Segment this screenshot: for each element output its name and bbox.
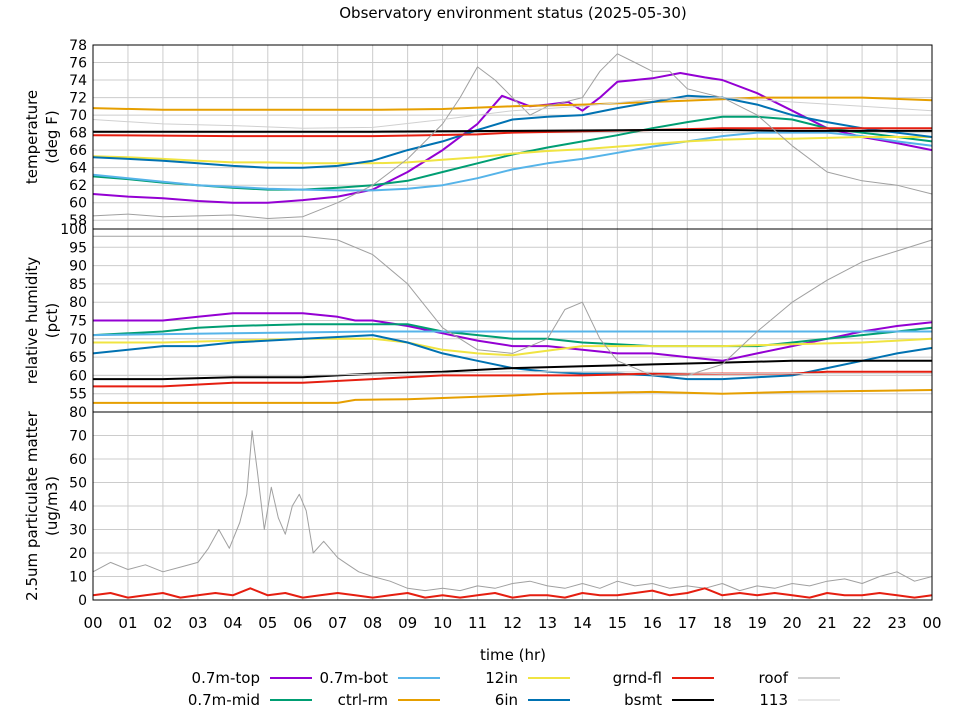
x-tick-label: 09 [398, 614, 417, 632]
y-axis-label: temperature [23, 90, 41, 184]
x-tick-label: 14 [573, 614, 592, 632]
series-bsmt-line [93, 129, 932, 133]
y-tick-label: 30 [69, 523, 87, 539]
x-tick-label: 00 [922, 614, 941, 632]
y-tick-label: 76 [69, 56, 87, 72]
y-tick-label: 74 [69, 73, 87, 89]
panel-1: 55 60 65 70 75 80 85 90 95 100 relative humidity (p… [23, 222, 933, 413]
x-tick-label: 21 [818, 614, 837, 632]
y-axis-label: 2.5um particulate matter [23, 410, 41, 600]
legend-label: 12in [485, 669, 518, 687]
y-tick-label: 65 [69, 350, 87, 366]
y-tick-label: 58 [69, 213, 87, 229]
x-tick-label: 19 [748, 614, 767, 632]
x-tick-label: 13 [538, 614, 557, 632]
y-tick-label: 80 [69, 405, 87, 421]
y-tick-label: 50 [69, 476, 87, 492]
legend-label: 113 [759, 691, 788, 709]
x-axis: 00 01 02 03 04 05 06 07 08 09 10 11 12 13 14 15 16 17 18 19… [83, 614, 941, 632]
y-tick-label: 78 [69, 38, 87, 54]
x-tick-label: 20 [783, 614, 802, 632]
legend-label: 6in [495, 691, 518, 709]
y-axis-label: relative humidity [23, 257, 41, 385]
y-tick-label: 68 [69, 126, 87, 142]
x-tick-label: 07 [328, 614, 347, 632]
x-tick-label: 18 [713, 614, 732, 632]
y-tick-label: 70 [69, 332, 87, 348]
legend-label: grnd-fl [613, 669, 662, 687]
series-0.7m-bot-line [92, 330, 932, 337]
y-tick-label: 85 [69, 277, 87, 293]
x-axis-label: time (hr) [480, 646, 546, 664]
series-roof-line [92, 53, 933, 219]
series-roof-line [93, 235, 933, 376]
x-tick-label: 08 [363, 614, 382, 632]
y-tick-label: 0 [78, 593, 87, 609]
x-tick-label: 01 [118, 614, 137, 632]
x-tick-label: 00 [83, 614, 102, 632]
legend-label: 0.7m-bot [320, 669, 389, 687]
legend: 0.7m-top 0.7m-mid 0.7m-bot ctrl-rm 12in 6in gr… [188, 669, 840, 709]
y-tick-label: 80 [69, 295, 87, 311]
series-grnd-fl-line [92, 587, 933, 599]
series-0.7m-bot-line [92, 131, 933, 192]
x-tick-label: 04 [223, 614, 242, 632]
series-ctrl-rm-line [92, 96, 933, 111]
y-tick-label: 55 [69, 387, 87, 403]
y-tick-label: 62 [69, 178, 87, 194]
panel-2: 0 10 20 30 40 50 60 70 80 2.5um particulate matte… [23, 405, 933, 609]
x-tick-label: 05 [258, 614, 277, 632]
x-tick-label: 16 [643, 614, 662, 632]
plot-frame [92, 411, 933, 601]
x-tick-label: 11 [468, 614, 487, 632]
legend-label: roof [759, 669, 789, 687]
series-roof-line [92, 430, 933, 592]
y-axis-label: (pct) [43, 303, 61, 338]
y-tick-label: 66 [69, 143, 87, 159]
legend-label: 0.7m-mid [188, 691, 260, 709]
x-tick-label: 15 [608, 614, 627, 632]
y-tick-label: 64 [69, 161, 87, 177]
y-tick-label: 70 [69, 108, 87, 124]
series-6in-line [92, 94, 933, 169]
x-tick-label: 12 [503, 614, 522, 632]
series-113-line [93, 371, 932, 376]
series-ctrl-rm-line [93, 389, 933, 404]
y-tick-label: 90 [69, 259, 87, 275]
x-tick-label: 06 [293, 614, 312, 632]
x-tick-label: 23 [887, 614, 906, 632]
y-tick-label: 72 [69, 91, 87, 107]
y-tick-label: 100 [60, 222, 87, 238]
x-tick-label: 03 [188, 614, 207, 632]
series-12in-line [92, 136, 932, 165]
y-tick-label: 95 [69, 240, 87, 256]
y-tick-label: 40 [69, 499, 87, 515]
y-tick-label: 60 [69, 452, 87, 468]
legend-label: 0.7m-top [192, 669, 260, 687]
x-tick-label: 10 [433, 614, 452, 632]
y-axis-label: (deg F) [43, 110, 61, 163]
x-tick-label: 22 [853, 614, 872, 632]
x-tick-label: 17 [678, 614, 697, 632]
series-12in-line [93, 337, 933, 357]
series-bsmt-line [93, 359, 932, 381]
y-tick-label: 75 [69, 314, 87, 330]
legend-label: bsmt [624, 691, 662, 709]
x-tick-label: 02 [153, 614, 172, 632]
y-tick-label: 60 [69, 196, 87, 212]
y-tick-label: 10 [69, 570, 87, 586]
y-axis-label: (ug/m3) [43, 476, 61, 536]
series-grnd-fl-line [93, 370, 932, 388]
series-113-line [92, 97, 933, 129]
y-tick-label: 60 [69, 368, 87, 384]
legend-label: ctrl-rm [338, 691, 388, 709]
chart-title: Observatory environment status (2025-05-… [339, 4, 687, 22]
y-tick-label: 70 [69, 429, 87, 445]
y-tick-label: 20 [69, 546, 87, 562]
